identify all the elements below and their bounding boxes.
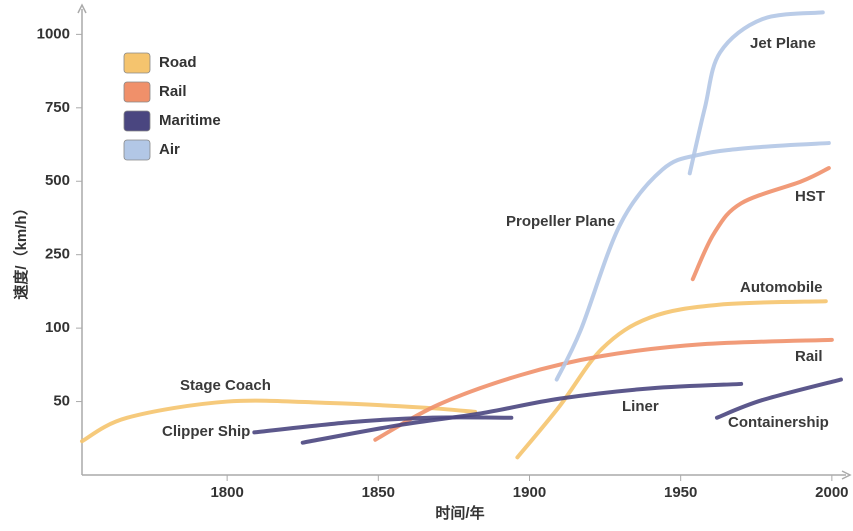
- line-label: Clipper Ship: [162, 423, 250, 440]
- series-line: [687, 10, 825, 176]
- line-label: Containership: [728, 414, 829, 431]
- y-axis-label: 速度/（km/h）: [12, 200, 30, 299]
- series-line: [373, 337, 834, 442]
- line-label: HST: [795, 188, 825, 205]
- line-label: Propeller Plane: [506, 213, 615, 230]
- y-tick-label: 500: [45, 172, 70, 189]
- line-label: Automobile: [740, 279, 823, 296]
- legend-label: Road: [159, 54, 197, 71]
- x-axis-label: 时间/年: [435, 504, 484, 522]
- x-tick-label: 1900: [513, 484, 546, 501]
- y-tick-label: 750: [45, 99, 70, 116]
- y-tick-label: 100: [45, 319, 70, 336]
- x-tick-label: 1850: [362, 484, 395, 501]
- x-tick-label: 2000: [815, 484, 848, 501]
- legend-swatch: [123, 81, 151, 103]
- legend-swatch: [123, 110, 151, 132]
- series-line: [714, 377, 843, 420]
- series-line: [300, 381, 744, 445]
- legend-label: Maritime: [159, 112, 221, 129]
- series-line: [690, 166, 831, 282]
- y-tick-label: 1000: [37, 25, 70, 42]
- legend-swatch: [123, 139, 151, 161]
- legend-swatch: [123, 52, 151, 74]
- series-line: [80, 398, 478, 444]
- line-label: Stage Coach: [180, 377, 271, 394]
- line-label: Liner: [622, 398, 659, 415]
- legend-label: Air: [159, 141, 180, 158]
- line-label: Rail: [795, 348, 823, 365]
- legend-label: Rail: [159, 83, 187, 100]
- x-tick-label: 1950: [664, 484, 697, 501]
- x-tick-label: 1800: [210, 484, 243, 501]
- y-axis-arrow: [77, 3, 87, 14]
- series-line: [515, 299, 828, 460]
- series-line: [554, 141, 831, 382]
- x-axis-arrow: [841, 470, 852, 480]
- line-label: Jet Plane: [750, 35, 816, 52]
- y-tick-label: 250: [45, 246, 70, 263]
- y-tick-label: 50: [53, 393, 70, 410]
- series-line: [252, 415, 514, 435]
